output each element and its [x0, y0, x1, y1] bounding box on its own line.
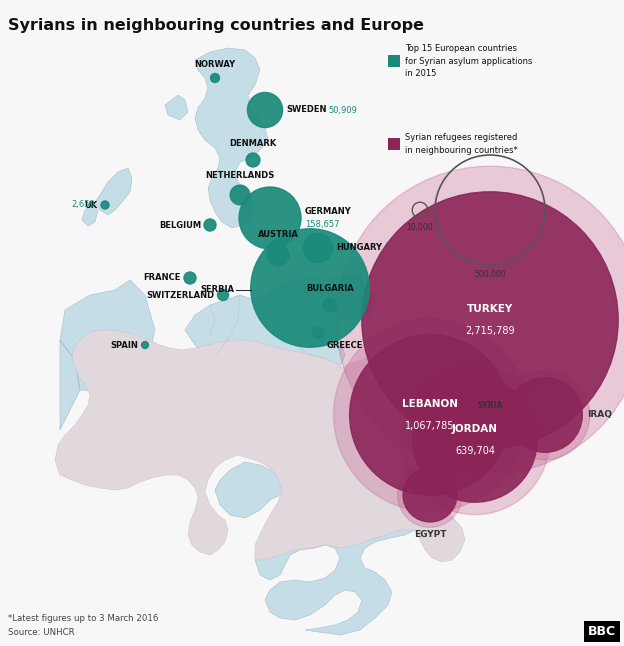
- Text: *Latest figures up to 3 March 2016: *Latest figures up to 3 March 2016: [8, 614, 158, 623]
- Text: BULGARIA: BULGARIA: [306, 284, 354, 293]
- Text: BBC: BBC: [588, 625, 616, 638]
- Polygon shape: [82, 205, 98, 226]
- Text: 50,909: 50,909: [329, 105, 358, 114]
- Text: Top 15 European countries
for Syrian asylum applications
in 2015: Top 15 European countries for Syrian asy…: [405, 45, 532, 78]
- Circle shape: [349, 335, 510, 495]
- Text: SWEDEN: SWEDEN: [286, 105, 327, 114]
- Text: TURKEY: TURKEY: [467, 304, 513, 314]
- Text: FRANCE: FRANCE: [144, 273, 181, 282]
- Text: Source: UNHCR: Source: UNHCR: [8, 628, 75, 637]
- FancyBboxPatch shape: [388, 138, 400, 150]
- Circle shape: [246, 153, 260, 167]
- Text: 1,067,785: 1,067,785: [405, 421, 455, 431]
- Text: GERMANY: GERMANY: [305, 207, 352, 216]
- FancyBboxPatch shape: [388, 55, 400, 67]
- Text: 10,000: 10,000: [407, 223, 433, 232]
- Circle shape: [303, 233, 333, 262]
- Circle shape: [362, 192, 618, 448]
- Circle shape: [204, 219, 216, 231]
- Text: SPAIN: SPAIN: [110, 340, 139, 349]
- Text: AUSTRIA: AUSTRIA: [258, 230, 298, 239]
- Circle shape: [239, 187, 301, 249]
- Polygon shape: [95, 168, 132, 215]
- Text: GREECE: GREECE: [326, 342, 363, 351]
- Circle shape: [267, 244, 289, 266]
- Text: NETHERLANDS: NETHERLANDS: [205, 171, 275, 180]
- Text: BELGIUM: BELGIUM: [159, 220, 201, 229]
- Text: SERBIA: SERBIA: [200, 286, 234, 295]
- Text: DENMARK: DENMARK: [230, 139, 276, 148]
- Circle shape: [218, 289, 228, 300]
- Text: Syrians in neighbouring countries and Europe: Syrians in neighbouring countries and Eu…: [8, 18, 424, 33]
- Circle shape: [403, 468, 457, 522]
- Circle shape: [397, 463, 462, 527]
- Text: 158,657: 158,657: [305, 220, 339, 229]
- Text: LEBANON: LEBANON: [402, 399, 458, 409]
- Circle shape: [230, 185, 250, 205]
- Polygon shape: [195, 48, 268, 228]
- Circle shape: [334, 318, 527, 512]
- Text: SWITZERLAND: SWITZERLAND: [147, 291, 215, 300]
- Circle shape: [323, 298, 337, 312]
- Circle shape: [248, 92, 283, 127]
- Text: IRAQ: IRAQ: [587, 410, 612, 419]
- Circle shape: [336, 166, 624, 474]
- Text: 639,704: 639,704: [455, 446, 495, 456]
- Circle shape: [401, 366, 550, 515]
- Polygon shape: [165, 95, 188, 120]
- Circle shape: [500, 370, 590, 460]
- Circle shape: [413, 378, 537, 502]
- Text: SYRIA: SYRIA: [477, 401, 503, 410]
- Polygon shape: [60, 275, 465, 635]
- Circle shape: [142, 342, 149, 348]
- Polygon shape: [55, 330, 530, 562]
- Text: HUNGARY: HUNGARY: [336, 244, 383, 253]
- Text: Syrian refugees registered
in neighbouring countries*: Syrian refugees registered in neighbouri…: [405, 134, 518, 154]
- Circle shape: [210, 74, 220, 83]
- Text: EGYPT: EGYPT: [414, 530, 446, 539]
- Circle shape: [184, 272, 196, 284]
- Circle shape: [508, 378, 582, 452]
- Text: JORDAN: JORDAN: [452, 424, 498, 434]
- Circle shape: [251, 229, 369, 348]
- Circle shape: [101, 201, 109, 209]
- Text: UK: UK: [84, 200, 97, 209]
- Text: 500,000: 500,000: [474, 270, 506, 279]
- Text: NORWAY: NORWAY: [195, 59, 236, 68]
- Text: 2,659: 2,659: [71, 200, 95, 209]
- Circle shape: [313, 328, 323, 339]
- Text: 2,715,789: 2,715,789: [465, 326, 515, 336]
